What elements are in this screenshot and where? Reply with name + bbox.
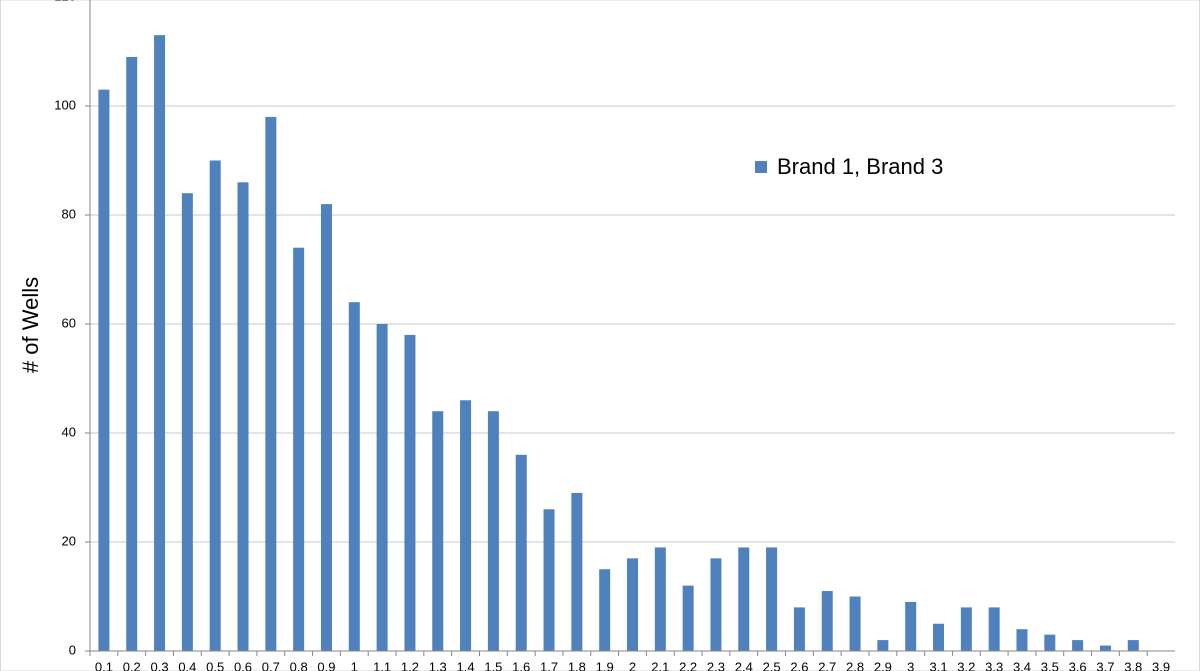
bar	[654, 547, 666, 651]
bar	[98, 89, 110, 651]
x-tick-label: 0.8	[290, 659, 308, 671]
x-tick-label: 2.4	[735, 659, 753, 671]
x-tick-label: 0.7	[262, 659, 280, 671]
x-tick-label: 1.4	[457, 659, 475, 671]
x-tick-label: 0.6	[234, 659, 252, 671]
bar	[543, 509, 555, 651]
x-tick-label: 2.6	[790, 659, 808, 671]
bar	[1127, 640, 1139, 651]
x-tick-label: 0.1	[95, 659, 113, 671]
bar	[766, 547, 778, 651]
x-tick-label: 2.8	[846, 659, 864, 671]
bar	[460, 400, 472, 651]
bar	[933, 623, 945, 651]
bar	[905, 601, 917, 651]
bar	[821, 591, 833, 651]
bar	[849, 596, 861, 651]
y-tick-label: 20	[62, 533, 76, 548]
x-tick-label: 1.2	[401, 659, 419, 671]
bar	[237, 182, 249, 652]
x-tick-label: 2.9	[874, 659, 892, 671]
x-tick-label: 3.6	[1069, 659, 1087, 671]
legend-swatch	[755, 161, 767, 173]
bar	[320, 204, 332, 651]
y-tick-label: 120	[54, 0, 76, 3]
x-tick-label: 2.5	[763, 659, 781, 671]
x-tick-label: 0.9	[317, 659, 335, 671]
bar	[1016, 629, 1028, 651]
bar	[793, 607, 805, 651]
bar	[487, 411, 499, 651]
bar	[265, 116, 277, 651]
y-tick-label: 100	[54, 97, 76, 112]
x-tick-label: 0.3	[151, 659, 169, 671]
x-tick-label: 0.5	[206, 659, 224, 671]
x-tick-label: 2.1	[651, 659, 669, 671]
y-tick-label: 60	[62, 315, 76, 330]
y-tick-label: 0	[69, 642, 76, 657]
bar	[877, 640, 889, 651]
bar	[293, 247, 305, 651]
bar	[1099, 645, 1111, 651]
bar	[376, 324, 388, 651]
bar	[599, 569, 611, 651]
x-tick-label: 3.3	[985, 659, 1003, 671]
legend-label: Brand 1, Brand 3	[777, 154, 943, 179]
bar	[515, 454, 527, 651]
x-tick-label: 2.3	[707, 659, 725, 671]
x-tick-label: 1.8	[568, 659, 586, 671]
x-tick-label: 1.6	[512, 659, 530, 671]
x-tick-label: 3.4	[1013, 659, 1031, 671]
y-tick-label: 40	[62, 424, 76, 439]
bar	[404, 334, 416, 651]
x-tick-label: 1.9	[596, 659, 614, 671]
x-tick-label: 1.1	[373, 659, 391, 671]
bar	[960, 607, 972, 651]
x-tick-label: 1	[351, 659, 358, 671]
bar	[988, 607, 1000, 651]
x-tick-label: 3.5	[1041, 659, 1059, 671]
x-tick-label: 3.1	[929, 659, 947, 671]
bar	[348, 302, 360, 651]
y-axis-title: # of Wells	[18, 277, 43, 373]
x-tick-label: 1.7	[540, 659, 558, 671]
bar	[1072, 640, 1084, 651]
bar	[209, 160, 221, 651]
bar	[710, 558, 722, 651]
x-tick-label: 3.7	[1096, 659, 1114, 671]
bar	[432, 411, 444, 651]
x-tick-label: 3.8	[1124, 659, 1142, 671]
bar	[126, 56, 138, 651]
bar	[682, 585, 694, 651]
x-tick-label: 3	[907, 659, 914, 671]
bar	[1044, 634, 1056, 651]
x-tick-label: 3.2	[957, 659, 975, 671]
bar	[627, 558, 638, 651]
y-tick-label: 80	[62, 206, 76, 221]
x-tick-label: 1.3	[429, 659, 447, 671]
bar	[738, 547, 750, 651]
x-tick-label: 3.9	[1152, 659, 1170, 671]
bar	[154, 35, 166, 651]
bar	[181, 193, 193, 651]
x-tick-label: 2	[629, 659, 636, 671]
bar	[571, 492, 583, 651]
x-tick-label: 2.7	[818, 659, 836, 671]
x-tick-label: 0.2	[123, 659, 141, 671]
x-tick-label: 0.4	[178, 659, 196, 671]
x-tick-label: 1.5	[484, 659, 502, 671]
x-tick-label: 2.2	[679, 659, 697, 671]
